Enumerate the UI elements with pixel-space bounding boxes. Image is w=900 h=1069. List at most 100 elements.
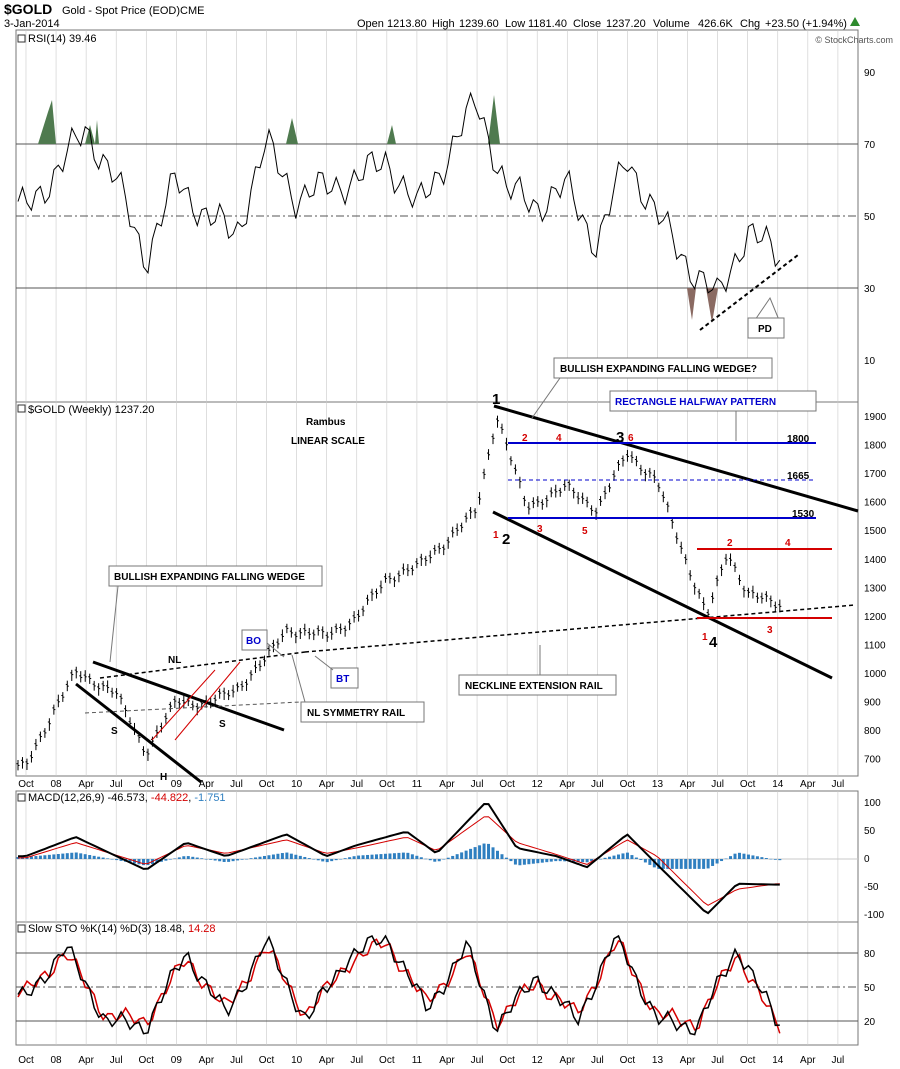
macd-panel-icon	[17, 793, 26, 802]
macd-hist-bar	[773, 859, 777, 860]
macd-hist-bar	[625, 852, 629, 859]
macd-hist-bar	[388, 853, 392, 859]
watermark: © StockCharts.com	[815, 35, 893, 45]
right-shoulder: S	[219, 719, 226, 730]
macd-hist-bar	[83, 854, 87, 859]
author-note: Rambus	[306, 417, 346, 428]
macd-hist-bar	[455, 854, 459, 859]
price-panel-icon	[17, 404, 26, 413]
wave-label-3: 3	[616, 429, 624, 446]
macd-hist-bar	[240, 859, 244, 860]
chg-label: Chg	[740, 18, 760, 30]
x-tick-label: Oct	[620, 779, 636, 790]
macd-hist-bar	[47, 854, 51, 859]
up-arrow-icon	[850, 17, 860, 26]
macd-panel: MACD(12,26,9) -46.573, -44.822, -1.751 1…	[16, 792, 884, 921]
price-tick-label: 1100	[864, 640, 886, 651]
macd-hist-bar	[630, 855, 634, 859]
macd-tick-0: 0	[864, 854, 870, 865]
macd-hist-bar	[325, 859, 329, 863]
neckline-extension-rail	[304, 604, 856, 653]
price-label: $GOLD (Weekly) 1237.20	[28, 404, 154, 416]
sto-label: Slow STO %K(14) %D(3) 18.48, 14.28	[28, 923, 216, 935]
x-tick-label: Oct	[18, 1055, 34, 1066]
x-tick-label: 09	[171, 1055, 183, 1066]
macd-hist-bar	[321, 859, 325, 862]
sto-panel-icon	[17, 924, 26, 933]
macd-hist-bar	[697, 859, 701, 869]
macd-hist-bar	[491, 847, 495, 859]
macd-hist-bar	[97, 856, 101, 859]
macd-hist-bar	[137, 859, 141, 865]
rect-label-4: 4	[556, 433, 562, 444]
macd-hist-bar	[684, 859, 688, 869]
nl-symmetry-callout-box	[300, 701, 425, 723]
x-tick-label: Apr	[559, 779, 575, 790]
x-tick-label: Apr	[800, 779, 816, 790]
rsi-tick-50: 50	[864, 212, 876, 223]
x-tick-label: Apr	[199, 1055, 215, 1066]
macd-hist-bar	[419, 857, 423, 859]
x-tick-label: Oct	[138, 779, 154, 790]
left-shoulder: S	[111, 726, 118, 737]
macd-hist-bar	[146, 859, 150, 866]
macd-hist-bar	[280, 853, 284, 859]
macd-hist-bar	[29, 856, 33, 859]
macd-hist-bar	[433, 859, 437, 862]
macd-hist-bar	[379, 854, 383, 859]
macd-line	[18, 802, 780, 915]
nl-symmetry-callout: NL SYMMETRY RAIL	[307, 708, 405, 719]
macd-hist-bar	[200, 858, 204, 859]
macd-hist-bar	[487, 843, 491, 859]
macd-hist-bar	[155, 859, 159, 863]
macd-tick-neg50: -50	[864, 882, 879, 893]
x-tick-label: 08	[50, 779, 62, 790]
macd-hist-bar	[428, 859, 432, 861]
macd-hist-bar	[603, 857, 607, 859]
macd-hist-bar	[168, 859, 172, 860]
wave-label-4: 4	[709, 634, 718, 651]
macd-hist-bar	[88, 855, 92, 859]
macd-hist-bar	[590, 859, 594, 862]
macd-hist-bar	[451, 855, 455, 859]
macd-hist-bar	[339, 859, 343, 860]
macd-hist-bar	[675, 859, 679, 869]
macd-hist-bar	[298, 855, 302, 859]
x-tick-label: 12	[532, 1055, 544, 1066]
macd-hist-bar	[437, 859, 441, 862]
macd-hist-bar	[343, 858, 347, 859]
macd-hist-bar	[576, 859, 580, 862]
macd-label: MACD(12,26,9) -46.573, -44.822, -1.751	[28, 792, 226, 804]
macd-hist-bar	[231, 859, 235, 862]
nl-symmetry-rail	[84, 701, 301, 714]
price-tick-label: 1800	[864, 441, 887, 452]
macd-hist-bar	[245, 858, 249, 860]
rectangle-callout: RECTANGLE HALFWAY PATTERN	[615, 397, 776, 408]
x-tick-label: Apr	[439, 779, 455, 790]
x-tick-label: 09	[171, 779, 183, 790]
macd-hist-bar	[56, 854, 60, 859]
macd-hist-bar	[522, 859, 526, 865]
macd-hist-bar	[693, 859, 697, 869]
macd-hist-bar	[249, 858, 253, 859]
neckline-callout: NECKLINE EXTENSION RAIL	[465, 681, 603, 692]
x-axis-price: Oct 08 Apr Jul Oct 09 Apr Jul Oct 10 Apr Jul Oct 11 Ap…	[18, 779, 844, 790]
price-tick-label: 1700	[864, 469, 887, 480]
left-wedge-upper-line	[92, 660, 285, 732]
x-tick-label: Oct	[499, 779, 515, 790]
x-tick-label: Jul	[591, 779, 604, 790]
wave-label-2: 2	[502, 531, 510, 548]
close-value: 1237.20	[606, 18, 646, 30]
lower-label-3: 3	[767, 625, 773, 636]
macd-hist-bar	[724, 858, 728, 860]
top-wedge-callout: BULLISH EXPANDING FALLING WEDGE?	[560, 364, 757, 375]
left-wedge-callout-pointer	[109, 585, 119, 663]
open-label: Open	[357, 18, 384, 30]
x-tick-label: Jul	[832, 779, 845, 790]
x-tick-label: 11	[412, 1055, 423, 1066]
x-tick-label: Oct	[620, 1055, 636, 1066]
x-tick-label: Jul	[471, 1055, 484, 1066]
macd-hist-bar	[469, 848, 473, 859]
macd-hist-bar	[643, 859, 647, 863]
x-tick-label: 10	[291, 1055, 303, 1066]
